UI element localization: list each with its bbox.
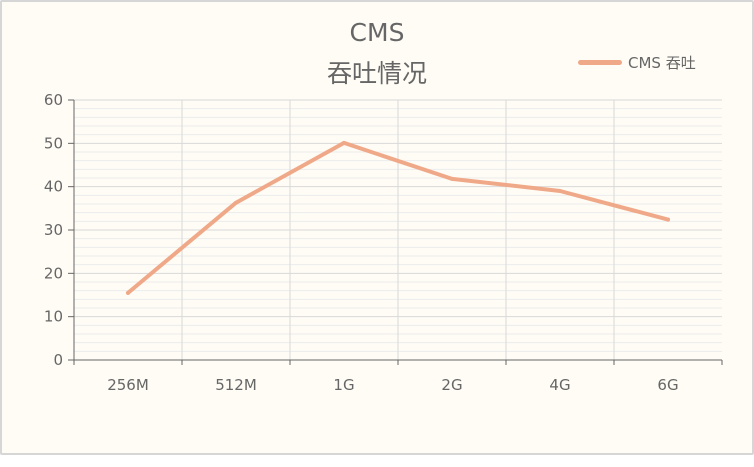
x-tick-label: 6G <box>657 376 678 394</box>
data-point[interactable] <box>450 176 454 181</box>
x-tick-label: 1G <box>333 376 354 394</box>
legend-label: CMS 吞吐 <box>628 53 696 72</box>
data-point[interactable] <box>666 217 670 222</box>
data-point[interactable] <box>126 290 130 295</box>
y-tick-label: 30 <box>44 221 63 239</box>
data-point[interactable] <box>342 140 346 145</box>
y-tick-label: 40 <box>44 178 63 196</box>
grid <box>74 99 722 361</box>
y-tick-label: 10 <box>44 308 63 326</box>
chart-subtitle: 吞吐情况 <box>326 59 427 88</box>
y-tick-label: 50 <box>44 134 63 152</box>
x-tick-label: 2G <box>441 376 462 394</box>
series-layer <box>126 140 670 295</box>
series-line-cms-throughput[interactable] <box>126 140 670 295</box>
x-tick-label: 512M <box>215 376 257 394</box>
x-tick-label: 4G <box>549 376 570 394</box>
data-point[interactable] <box>558 189 562 193</box>
y-tick-label: 20 <box>44 264 63 282</box>
axes: 0 10 20 30 40 50 60 256M 512M 1G 2G 4G 6G <box>44 91 723 394</box>
legend-item-cms-throughput[interactable]: CMS 吞吐 <box>578 51 696 73</box>
chart-frame <box>0 0 754 455</box>
x-tick-label: 256M <box>107 376 149 394</box>
legend-swatch <box>578 59 622 65</box>
y-tick-label: 0 <box>53 351 63 369</box>
y-tick-label: 60 <box>44 91 63 109</box>
data-point[interactable] <box>234 200 238 205</box>
chart-title: CMS <box>349 18 405 47</box>
